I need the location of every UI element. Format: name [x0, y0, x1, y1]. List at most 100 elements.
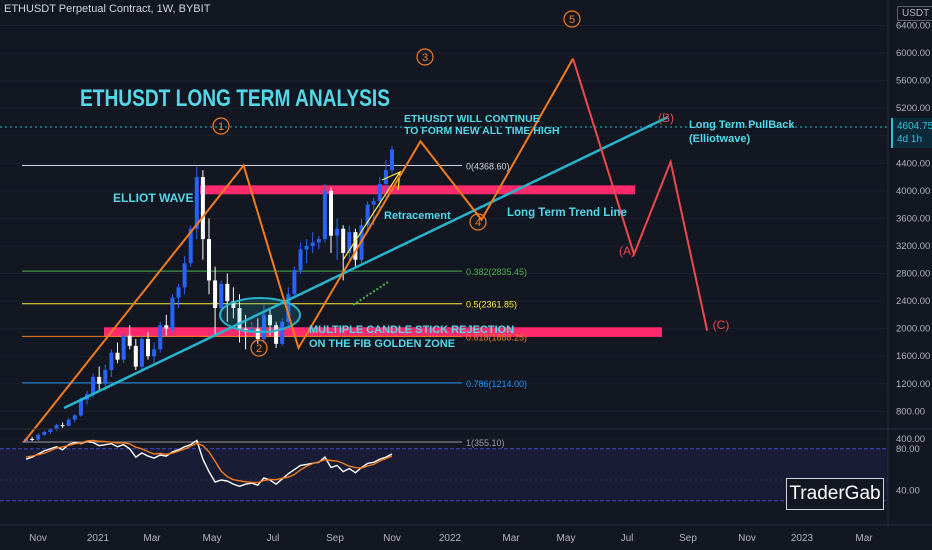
rejection-label-line2: ON THE FIB GOLDEN ZONE	[309, 338, 455, 350]
price-axis-tick: 800.00	[896, 406, 925, 417]
fib-level-label: 0.382(2835.45)	[466, 267, 527, 277]
time-axis-tick: Nov	[29, 533, 47, 544]
fib-level-label: 0.618(1888.25)	[466, 332, 527, 342]
candle-bullish	[335, 228, 340, 236]
candle-bearish	[341, 228, 346, 253]
candle-bearish	[237, 307, 242, 329]
analysis-title: ETHUSDT LONG TERM ANALYSIS	[80, 85, 390, 112]
price-axis-tick: 5600.00	[896, 76, 930, 87]
candle-bearish	[127, 335, 132, 346]
candle-bullish	[292, 270, 297, 295]
trend-line-label: Long Term Trend Line	[507, 207, 627, 219]
last-price-tag: 4604.75 4d 1h	[891, 118, 932, 148]
candle-bearish	[60, 425, 65, 427]
candle-bearish	[225, 283, 230, 302]
corrective-wave-label: (A)	[619, 244, 635, 258]
continue-label-line2: TO FORM NEW ALL TIME HIGH	[404, 125, 560, 137]
rsi-axis-tick: 40.00	[896, 485, 920, 496]
candle-bullish	[371, 201, 376, 205]
time-axis-tick: Jul	[621, 533, 634, 544]
fib-level-label: 1(355.10)	[466, 438, 505, 448]
continue-label-line1: ETHUSDT WILL CONTINUE	[404, 113, 540, 125]
candle-bearish	[30, 438, 35, 440]
candle-bullish	[316, 239, 321, 243]
last-price-label: 4604.75	[897, 121, 932, 132]
candle-bullish	[298, 249, 303, 271]
time-axis-tick: Nov	[383, 533, 401, 544]
time-axis-tick: 2023	[791, 533, 814, 544]
fib-level-label: 0(4368.60)	[466, 161, 510, 171]
candle-bullish	[48, 429, 53, 433]
candle-bearish	[329, 190, 333, 236]
candle-bullish	[36, 434, 41, 440]
price-axis-tick: 3600.00	[896, 213, 930, 224]
candle-bearish	[97, 376, 102, 384]
wave-label: 4	[475, 217, 481, 229]
chart-header-title: ETHUSDT Perpetual Contract, 1W, BYBIT	[4, 3, 211, 15]
candle-bullish	[390, 149, 394, 171]
candle-bullish	[170, 297, 175, 329]
candle-bullish	[249, 328, 254, 333]
wave-label: 3	[422, 52, 428, 64]
candle-bullish	[182, 263, 187, 288]
candle-bullish	[347, 232, 352, 253]
pullback-label-line2: (Elliotwave)	[689, 133, 750, 145]
time-axis-tick: 2022	[439, 533, 462, 544]
candle-bullish	[219, 283, 224, 308]
rsi-band-fill	[0, 448, 888, 501]
candle-bearish	[255, 328, 260, 339]
time-axis-tick: 2021	[87, 533, 110, 544]
wave-label-circle	[469, 213, 487, 231]
candle-bullish	[286, 294, 291, 322]
candle-bearish	[164, 325, 169, 329]
rejection-label-line1: MULTIPLE CANDLE STICK REJECTION	[309, 324, 514, 336]
candle-bullish	[280, 321, 285, 344]
tradergab-watermark: TraderGab	[786, 478, 884, 510]
candle-bullish	[66, 419, 71, 426]
candle-bullish	[54, 425, 59, 430]
corrective-wave-label: (B)	[658, 111, 674, 125]
time-axis-tick: Sep	[326, 533, 344, 544]
time-axis-tick: May	[203, 533, 222, 544]
pullback-label-line1: Long Term PullBack	[689, 119, 795, 131]
time-axis-tick: Mar	[855, 533, 873, 544]
candle-bearish	[213, 280, 218, 308]
price-axis-tick: 1200.00	[896, 379, 930, 390]
candle-bearish	[115, 352, 120, 360]
fib-level-label: 0.786(1214.00)	[466, 379, 527, 389]
price-axis-tick: 3200.00	[896, 241, 930, 252]
price-axis-tick: 400.00	[896, 434, 925, 445]
time-axis-tick: Jul	[267, 533, 280, 544]
wave-label: 1	[218, 121, 224, 133]
price-axis-tick: 4400.00	[896, 158, 930, 169]
time-axis-tick: Mar	[502, 533, 520, 544]
price-zone	[200, 185, 635, 195]
candle-bullish	[91, 376, 96, 395]
wave-label: 5	[569, 14, 575, 26]
time-axis-tick: May	[557, 533, 576, 544]
price-axis-tick: 6400.00	[896, 21, 930, 32]
wave-label-circle	[212, 117, 230, 135]
candle-bullish	[365, 204, 370, 226]
candle-bullish	[121, 335, 126, 360]
price-axis-tick: 2000.00	[896, 324, 930, 335]
currency-selector[interactable]: USDT	[897, 6, 932, 21]
candle-bearish	[353, 232, 358, 260]
price-axis-tick: 1600.00	[896, 351, 930, 362]
candle-bullish	[188, 228, 193, 264]
price-zone	[104, 327, 662, 337]
candle-bearish	[146, 338, 150, 357]
wave-label-circle	[416, 48, 434, 66]
price-axis-tick: 6000.00	[896, 48, 930, 59]
long-term-trend-line	[63, 115, 669, 410]
candle-bearish	[231, 301, 236, 308]
retracement-label: Retracement	[384, 210, 451, 222]
candle-bullish	[304, 245, 309, 250]
wave-label-circle	[563, 10, 581, 28]
candle-bullish	[109, 352, 114, 370]
candle-bullish	[383, 170, 388, 184]
rsi-ma-line	[25, 439, 393, 484]
candle-bearish	[268, 314, 272, 326]
